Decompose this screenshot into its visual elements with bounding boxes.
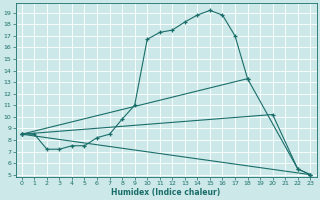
X-axis label: Humidex (Indice chaleur): Humidex (Indice chaleur)	[111, 188, 221, 197]
